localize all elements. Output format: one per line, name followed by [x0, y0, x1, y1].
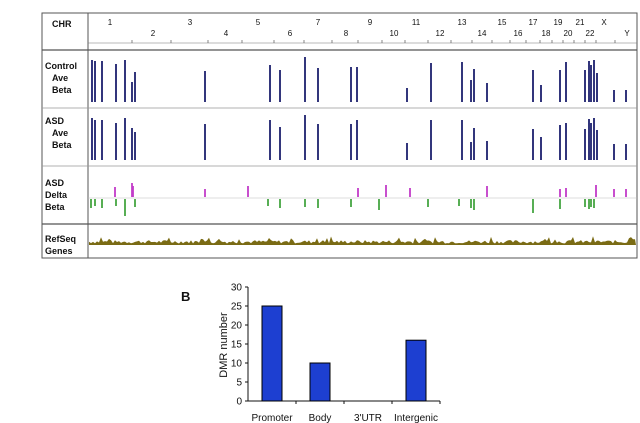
- track-label-control: Control Ave Beta: [45, 61, 77, 95]
- chromosome-label: 14: [478, 29, 487, 38]
- y-tick-label: 30: [231, 283, 243, 294]
- x-tick-label: 3'UTR: [354, 413, 382, 423]
- chromosome-label: 3: [188, 18, 193, 27]
- bar-series: [261, 305, 427, 402]
- chromosome-label: 16: [514, 29, 523, 38]
- chromosome-label: 9: [368, 18, 373, 27]
- asd-ave-beta-track: [91, 115, 627, 160]
- track-label-line: Beta: [52, 85, 73, 95]
- chromosome-label: 18: [542, 29, 551, 38]
- track-label-line: Genes: [45, 246, 73, 256]
- y-tick-label: 5: [236, 378, 242, 389]
- chromosome-label: 5: [256, 18, 261, 27]
- track-label-line: RefSeq: [45, 234, 76, 244]
- y-tick-label: 20: [231, 321, 243, 332]
- track-label-line: Beta: [45, 202, 66, 212]
- chromosome-label: 11: [412, 18, 421, 27]
- track-label-line: Delta: [45, 190, 68, 200]
- chr-header-label: CHR: [52, 19, 72, 29]
- track-label-line: Control: [45, 61, 77, 71]
- chromosome-label: 10: [390, 29, 399, 38]
- y-tick-label: 0: [236, 397, 242, 408]
- chromosome-label: 1: [108, 18, 113, 27]
- chromosome-label: 17: [529, 18, 538, 27]
- chromosome-label: 6: [288, 29, 293, 38]
- chromosome-label: 13: [458, 18, 467, 27]
- track-label-line: ASD: [45, 116, 65, 126]
- chromosome-label: Y: [624, 29, 630, 38]
- panel-b-label: B: [181, 289, 190, 304]
- chromosome-label: 12: [436, 29, 445, 38]
- chromosome-label: X: [601, 18, 607, 27]
- chromosome-label: 4: [224, 29, 229, 38]
- y-tick-label: 15: [231, 340, 243, 351]
- chromosome-labels-row2: 2 4 6 8 10 12 14 16 18 20 22 Y: [151, 29, 631, 38]
- bar: [261, 305, 283, 402]
- bar: [309, 362, 331, 402]
- track-label-line: Beta: [52, 140, 73, 150]
- track-label-line: Ave: [52, 73, 68, 83]
- chromosome-label: 19: [554, 18, 563, 27]
- chromosome-label: 7: [316, 18, 321, 27]
- bar: [405, 339, 427, 402]
- chromosome-label: 20: [564, 29, 573, 38]
- chromosome-label: 15: [498, 18, 507, 27]
- chromosome-label: 2: [151, 29, 156, 38]
- refseq-genes-track: [89, 236, 636, 245]
- header-ruler-ticks: [131, 40, 616, 43]
- chromosome-label: 21: [576, 18, 585, 27]
- chromosome-labels-row1: 1 3 5 7 9 11 13 15 17 19 21 X: [108, 18, 608, 27]
- asd-delta-beta-track: [90, 183, 627, 216]
- track-label-line: ASD: [45, 178, 65, 188]
- track-label-asd-delta: ASD Delta Beta: [45, 178, 68, 212]
- track-label-line: Ave: [52, 128, 68, 138]
- y-axis-label: DMR number: [218, 312, 230, 378]
- x-tick-label: Body: [309, 413, 332, 423]
- track-label-asd-ave: ASD Ave Beta: [45, 116, 73, 150]
- bar-chart-panel: B DMR number 0 5 10 15 20 25 30 Promoter Body 3'U…: [181, 283, 441, 423]
- panel-a-frame: [41, 12, 638, 259]
- x-tick-label: Promoter: [251, 413, 293, 423]
- y-tick-label: 25: [231, 302, 243, 313]
- control-ave-beta-track: [91, 57, 627, 102]
- x-tick-label: Intergenic: [394, 413, 438, 423]
- y-tick-label: 10: [231, 359, 243, 370]
- refseq-density: [89, 236, 636, 245]
- chromosome-label: 22: [586, 29, 595, 38]
- chromosome-label: 8: [344, 29, 349, 38]
- track-label-refseq: RefSeq Genes: [45, 234, 76, 256]
- genome-track-panel: CHR 1 3 5 7 9 11 13 15 17 19 21 X 2 4 6 8 10 12 14 16 18 20 2…: [41, 12, 638, 259]
